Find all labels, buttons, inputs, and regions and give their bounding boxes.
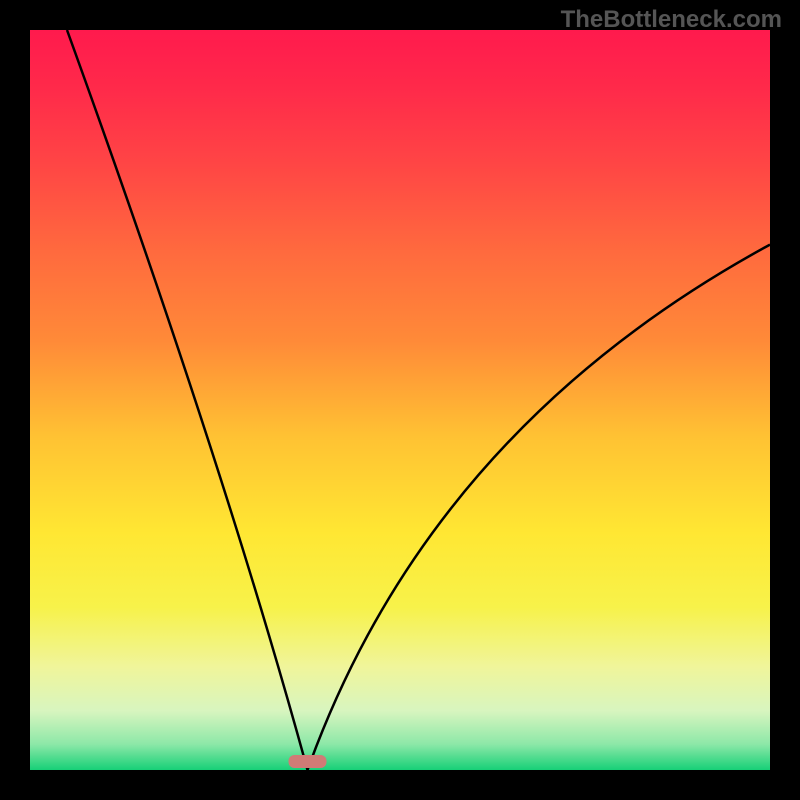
vertex-marker [289, 755, 327, 768]
chart-svg [0, 0, 800, 800]
plot-bg [30, 30, 770, 770]
watermark-text: TheBottleneck.com [561, 6, 782, 34]
chart-root: TheBottleneck.com [0, 0, 800, 800]
